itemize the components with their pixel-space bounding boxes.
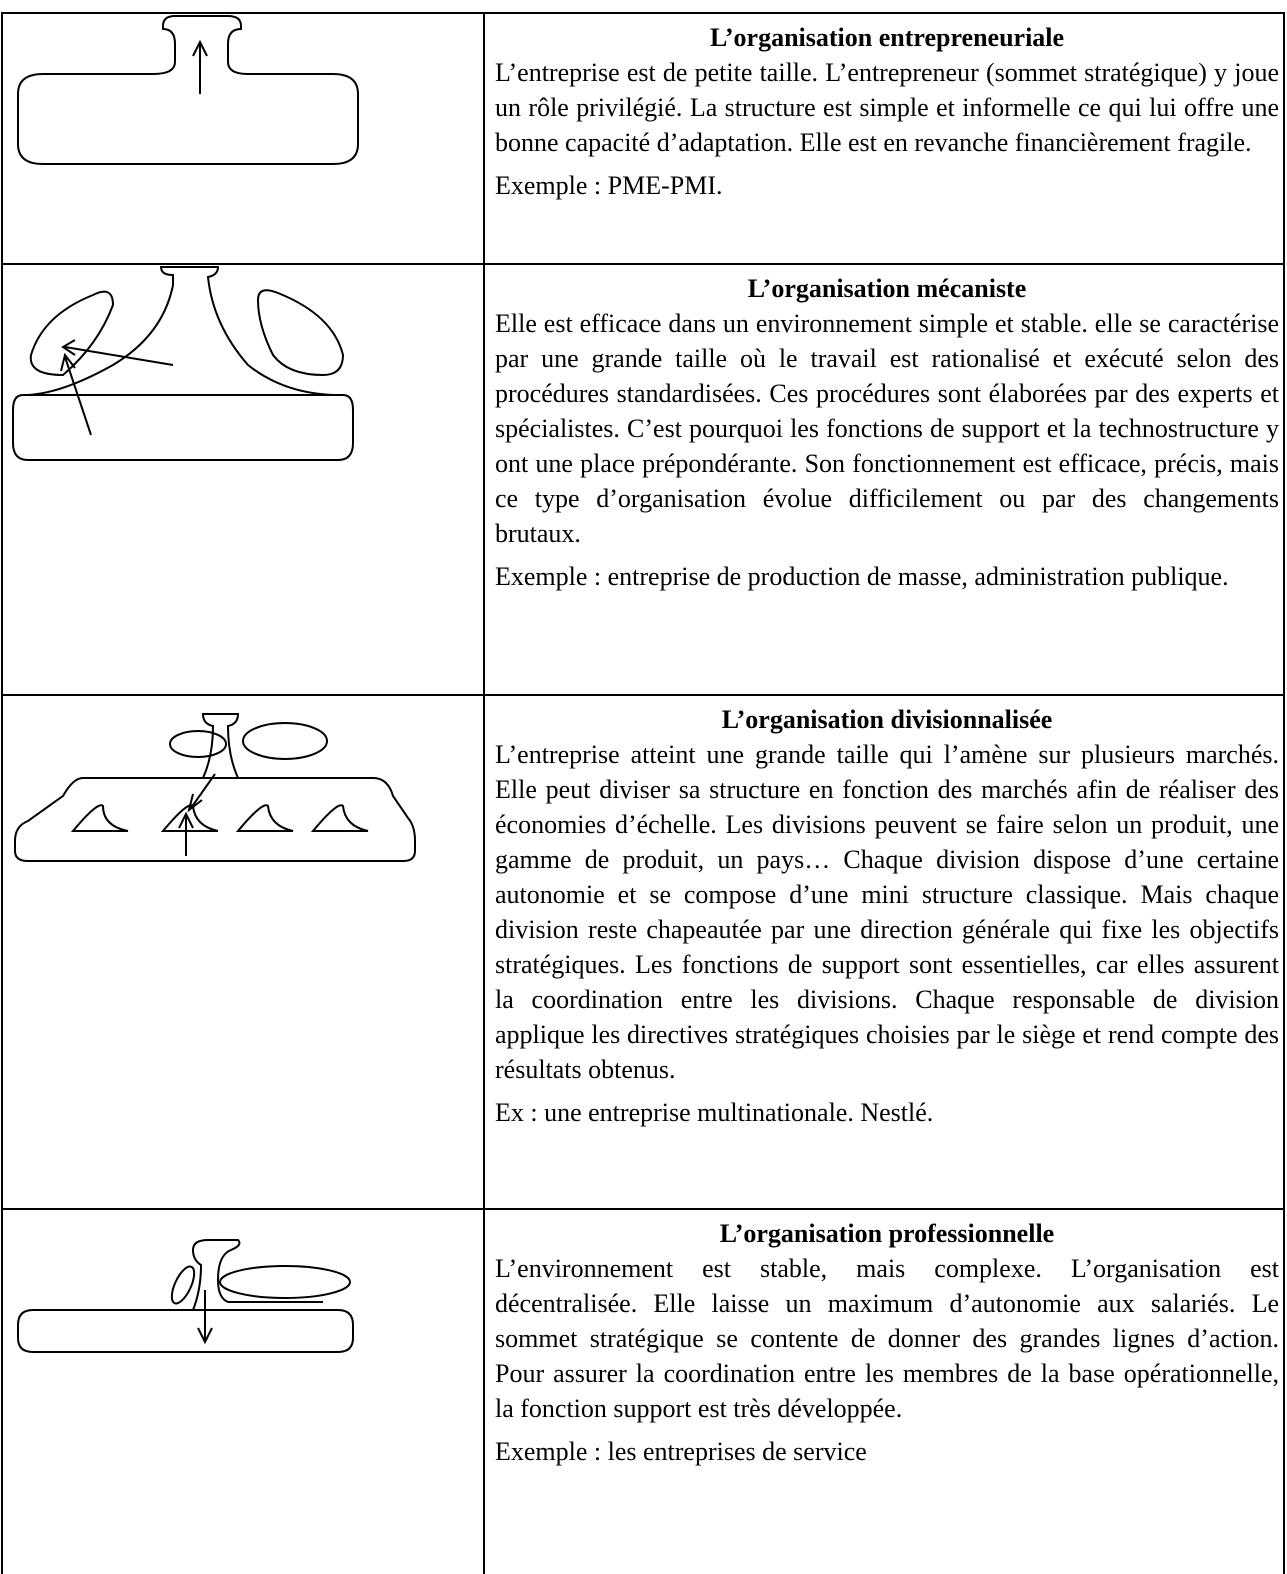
row-text: Elle est efficace dans un environnement … — [495, 309, 1279, 548]
row-title: L’organisation mécaniste — [747, 274, 1027, 303]
diagram-cell — [3, 265, 485, 696]
sketch — [12, 266, 354, 461]
row-example: Ex : une entreprise multinationale. Nest… — [495, 1098, 934, 1127]
sketch — [17, 1239, 354, 1353]
row-example: Exemple : entreprise de production de ma… — [495, 562, 1229, 591]
sketch — [17, 15, 359, 165]
content-cell: L’organisation entrepreneuriale L’entrep… — [485, 14, 1283, 203]
content-cell: L’organisation mécaniste Elle est effica… — [485, 265, 1283, 594]
diagram-cell — [3, 1210, 485, 1574]
diagram-cell — [3, 14, 485, 265]
row-example: Exemple : les entreprises de service — [495, 1437, 867, 1466]
row-title: L’organisation entrepreneuriale — [709, 23, 1065, 52]
content-cell: L’organisation professionnelle L’environ… — [485, 1210, 1283, 1469]
row-text: L’entreprise est de petite taille. L’ent… — [495, 58, 1279, 157]
row-title: L’organisation professionnelle — [719, 1219, 1055, 1248]
sketch — [14, 713, 416, 862]
table-row: L’organisation professionnelle L’environ… — [1, 1208, 1285, 1574]
row-title: L’organisation divisionnalisée — [721, 705, 1053, 734]
row-example: Exemple : PME-PMI. — [495, 171, 723, 200]
table-row: L’organisation entrepreneuriale L’entrep… — [1, 12, 1285, 265]
table-row: L’organisation mécaniste Elle est effica… — [1, 263, 1285, 696]
row-text: L’entreprise atteint une grande taille q… — [495, 740, 1279, 1084]
table-row: L’organisation divisionnalisée L’entrepr… — [1, 694, 1285, 1210]
row-text: L’environnement est stable, mais complex… — [495, 1254, 1279, 1423]
diagram-cell — [3, 696, 485, 1210]
content-cell: L’organisation divisionnalisée L’entrepr… — [485, 696, 1283, 1130]
